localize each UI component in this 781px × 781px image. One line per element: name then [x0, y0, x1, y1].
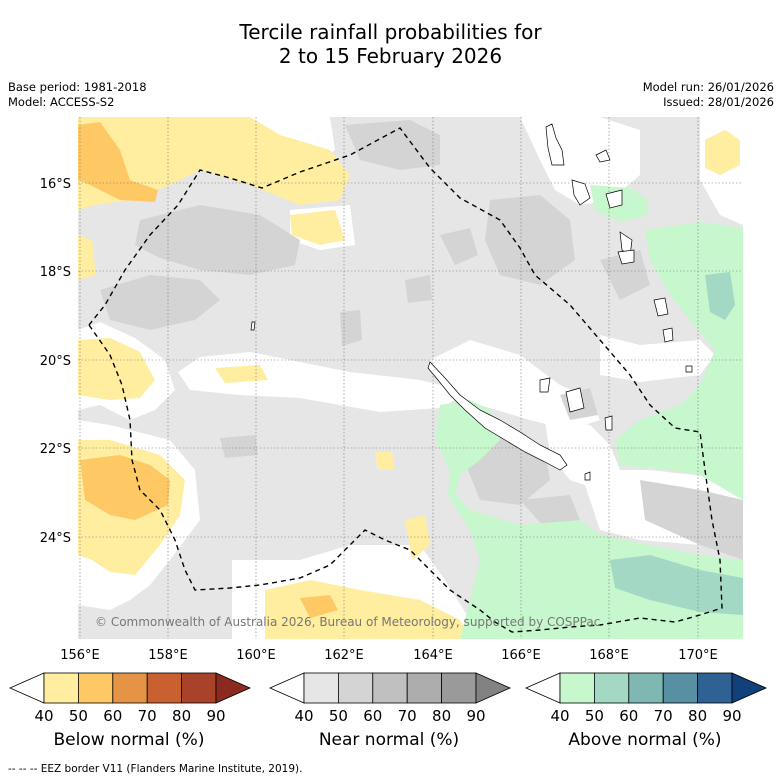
near-colorbar-segment	[406, 672, 443, 704]
lat-label-16s: 16°S	[40, 177, 71, 192]
base-period-text: Base period: 1981-2018	[8, 80, 147, 94]
near-colorbar-high-cap	[475, 672, 511, 704]
copyright-notice: © Commonwealth of Australia 2026, Bureau…	[95, 615, 600, 629]
near-normal-label: Near normal (%)	[318, 730, 460, 750]
above-colorbar-high-cap	[731, 672, 767, 704]
isle-of-pines	[584, 471, 591, 481]
near-colorbar-tick-label: 80	[432, 707, 451, 725]
near-colorbar-segment	[441, 672, 477, 704]
below-colorbar-tick-label: 70	[138, 707, 157, 725]
new-caledonia-island	[427, 361, 568, 471]
near-colorbar-segment	[337, 672, 374, 704]
above-normal-colorbar: 40 50 60 70 80 90	[525, 672, 767, 725]
below-colorbar-segment	[43, 672, 79, 704]
lat-label-18s: 18°S	[40, 265, 71, 280]
below-colorbar-tick-label: 60	[103, 707, 122, 725]
above-colorbar-tick-label: 80	[688, 707, 707, 725]
map-title-line2: 2 to 15 February 2026	[278, 44, 503, 68]
loyalty-island-1	[539, 377, 551, 393]
above-colorbar-segment	[594, 672, 630, 704]
above-colorbar-segment	[628, 672, 664, 704]
below-colorbar-tick-label: 80	[172, 707, 191, 725]
lon-label-170e: 170°E	[678, 648, 718, 663]
vanuatu-malakula	[595, 149, 611, 163]
near-colorbar-segment	[303, 672, 339, 704]
vanuatu-erromango	[617, 249, 635, 265]
below-normal-50-60-areas	[78, 122, 338, 618]
vanuatu-tanna	[653, 297, 669, 317]
eez-border	[88, 127, 723, 633]
vanuatu-island-b	[605, 189, 623, 209]
below-colorbar-high-cap	[215, 672, 251, 704]
below-colorbar-tick-label: 40	[34, 707, 53, 725]
above-normal-50-60-areas	[610, 272, 743, 615]
lon-label-168e: 168°E	[589, 648, 629, 663]
above-colorbar-tick-label: 70	[654, 707, 673, 725]
islet-central	[250, 321, 256, 331]
map-title-line1: Tercile rainfall probabilities for	[239, 20, 542, 44]
near-colorbar-low-cap	[269, 672, 305, 704]
lon-label-156e: 156°E	[60, 648, 100, 663]
map-plot-area: © Commonwealth of Australia 2026, Bureau…	[78, 117, 743, 639]
lat-label-20s: 20°S	[40, 354, 71, 369]
lon-label-158e: 158°E	[148, 648, 188, 663]
below-colorbar-low-cap	[9, 672, 45, 704]
above-colorbar-tick-label: 60	[619, 707, 638, 725]
lat-label-24s: 24°S	[40, 531, 71, 546]
below-colorbar-segment	[181, 672, 217, 704]
loyalty-island-2	[565, 387, 585, 413]
near-normal-colorbar: 40 50 60 70 80 90	[269, 672, 511, 725]
below-colorbar-segment	[146, 672, 182, 704]
lon-label-166e: 166°E	[501, 648, 541, 663]
vanuatu-aneityum	[662, 327, 674, 343]
vanuatu-island-a	[571, 179, 591, 206]
near-colorbar-segment	[372, 672, 408, 704]
below-colorbar-tick-label: 50	[69, 707, 88, 725]
model-run-text: Model run: 26/01/2026	[642, 80, 774, 94]
near-colorbar-tick-label: 90	[466, 707, 485, 725]
below-colorbar-tick-label: 90	[206, 707, 225, 725]
model-text: Model: ACCESS-S2	[8, 95, 115, 109]
below-colorbar-segment	[78, 672, 114, 704]
near-colorbar-tick-label: 50	[329, 707, 348, 725]
above-colorbar-tick-label: 40	[550, 707, 569, 725]
islands	[250, 123, 693, 481]
near-colorbar-tick-label: 70	[398, 707, 417, 725]
above-colorbar-segment	[662, 672, 699, 704]
islet-east	[685, 365, 693, 373]
near-colorbar-tick-label: 40	[294, 707, 313, 725]
lon-label-160e: 160°E	[236, 648, 276, 663]
graticule	[78, 117, 743, 639]
issued-text: Issued: 28/01/2026	[663, 95, 774, 109]
above-colorbar-low-cap	[525, 672, 561, 704]
below-normal-colorbar: 40 50 60 70 80 90	[9, 672, 251, 725]
above-colorbar-tick-label: 50	[585, 707, 604, 725]
lon-label-162e: 162°E	[324, 648, 364, 663]
above-colorbar-segment	[697, 672, 733, 704]
loyalty-island-3	[604, 415, 613, 431]
lon-label-164e: 164°E	[413, 648, 453, 663]
above-colorbar-tick-label: 90	[722, 707, 741, 725]
longitude-labels: 156°E 158°E 160°E 162°E 164°E 166°E 168°…	[60, 648, 718, 663]
near-colorbar-tick-label: 60	[363, 707, 382, 725]
latitude-labels: 16°S 18°S 20°S 22°S 24°S	[40, 177, 71, 546]
above-colorbar-segment	[559, 672, 595, 704]
lat-label-22s: 22°S	[40, 442, 71, 457]
above-normal-label: Above normal (%)	[568, 730, 722, 750]
vanuatu-espiritu-santo	[545, 123, 565, 166]
colorbar-legend: 40 50 60 70 80 90 40 50 60 70 80 90 40 50 60 70 80 90	[9, 672, 767, 725]
below-normal-label: Below normal (%)	[53, 730, 205, 750]
eez-footnote: -- -- -- EEZ border V11 (Flanders Marine…	[8, 763, 303, 775]
below-colorbar-segment	[112, 672, 148, 704]
